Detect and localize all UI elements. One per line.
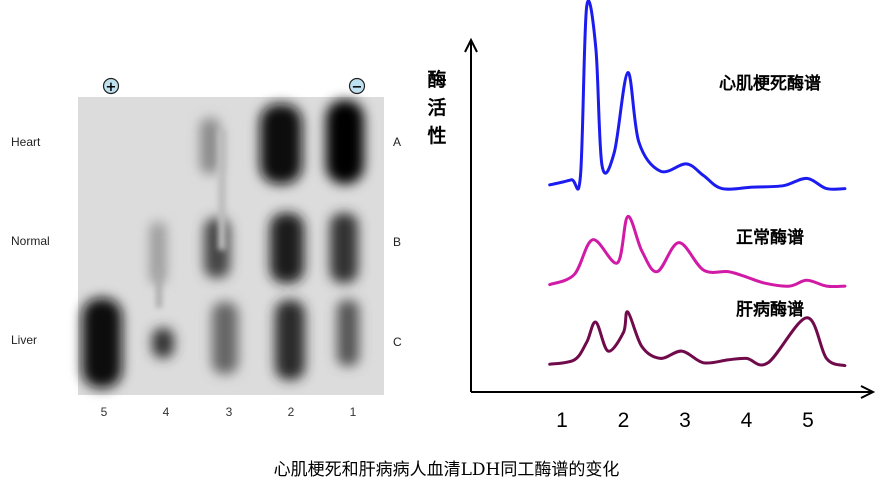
series-line-3 <box>548 310 847 368</box>
anode-icon: + <box>102 77 120 95</box>
band-liver-lane-1 <box>337 300 359 366</box>
y-label-char: 性 <box>427 124 446 147</box>
band-heart-lane-3 <box>200 118 220 174</box>
lane-label-4: 4 <box>163 405 170 419</box>
band-liver-lane-4 <box>152 328 174 358</box>
row-label-heart: Heart <box>11 135 41 149</box>
series-line-1 <box>548 0 847 191</box>
series-line-2 <box>548 214 847 289</box>
series-label-3: 肝病酶谱 <box>736 299 804 320</box>
band-normal-lane-2 <box>270 213 304 283</box>
lane-label-1: 1 <box>350 405 357 419</box>
row-letter-a: A <box>393 135 401 149</box>
chart-axes <box>464 37 876 399</box>
series-layer <box>548 0 847 368</box>
x-tick-labels: 1 2 3 4 5 <box>556 409 814 432</box>
figure-caption: 心肌梗死和肝病病人血清LDH同工酶谱的变化 <box>273 460 620 480</box>
row-label-liver: Liver <box>11 333 37 347</box>
band-heart-lane-2 <box>260 104 302 184</box>
y-axis-label: 酶活性 <box>427 68 446 147</box>
row-label-normal: Normal <box>11 234 50 248</box>
series-label-2: 正常酶谱 <box>736 227 804 248</box>
band-liver-lane-5 <box>82 298 122 388</box>
band-heart-lane-1 <box>326 100 364 184</box>
y-axis-arrow <box>464 37 478 53</box>
x-tick-label-5: 5 <box>802 409 814 432</box>
y-label-char: 活 <box>427 96 446 119</box>
x-tick-label-2: 2 <box>618 409 630 432</box>
x-tick-label-4: 4 <box>741 409 753 432</box>
x-axis-arrow <box>860 385 876 399</box>
anode-symbol: + <box>106 80 117 95</box>
band-liver-lane-3 <box>212 302 238 374</box>
x-tick-label-3: 3 <box>679 409 691 432</box>
row-letter-c: C <box>393 335 402 349</box>
row-letter-b: B <box>393 235 401 249</box>
y-label-char: 酶 <box>427 68 446 91</box>
lane-label-5: 5 <box>101 405 108 419</box>
series-label-1: 心肌梗死酶谱 <box>719 73 821 94</box>
cathode-symbol: − <box>352 80 363 95</box>
lane-label-3: 3 <box>226 405 233 419</box>
band-liver-lane-2 <box>275 300 305 380</box>
band-normal-lane-1 <box>330 213 358 283</box>
gel-streaks <box>156 130 226 308</box>
lane-label-2: 2 <box>288 405 295 419</box>
gel-bands <box>82 100 364 388</box>
x-tick-label-1: 1 <box>556 409 568 432</box>
cathode-icon: − <box>348 77 366 95</box>
